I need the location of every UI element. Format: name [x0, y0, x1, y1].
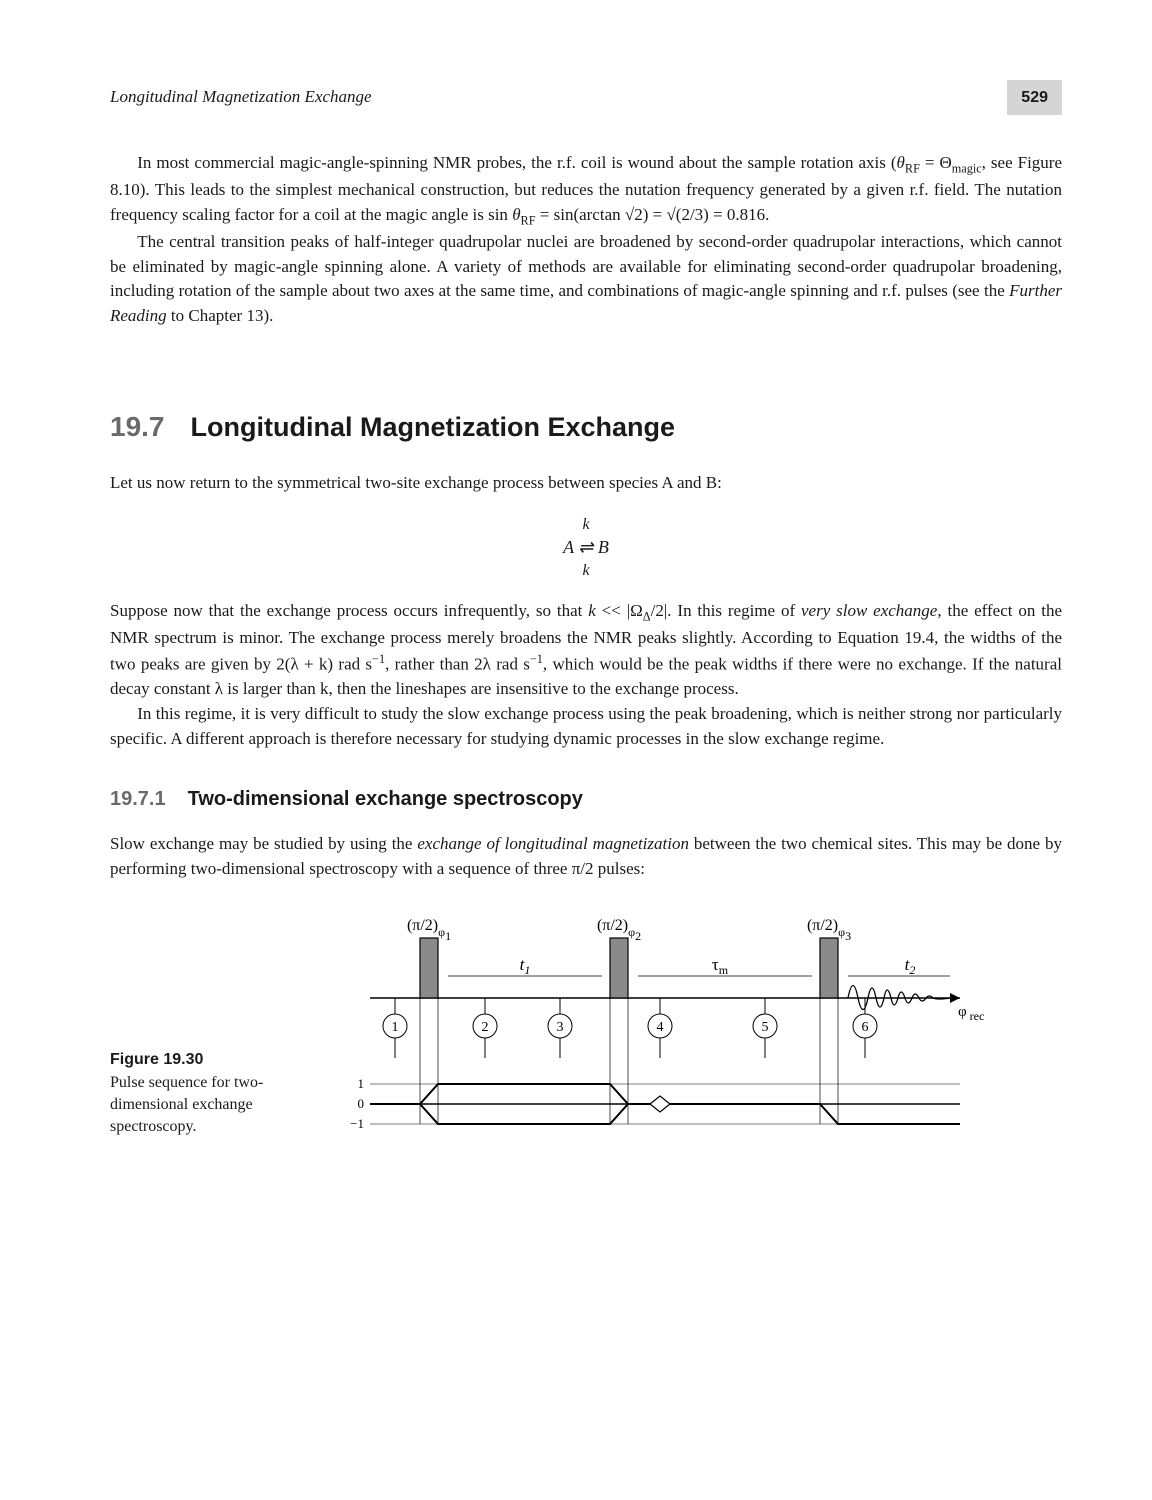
subsection-para-1: Slow exchange may be studied by using th…: [110, 832, 1062, 881]
sp1b: . In this regime of: [667, 601, 801, 620]
sp1a: Suppose now that the exchange process oc…: [110, 601, 588, 620]
svg-text:−1: −1: [350, 1116, 364, 1131]
eqn-mid: A ⇌ B: [110, 535, 1062, 559]
page-number: 529: [1007, 80, 1062, 115]
svg-text:t1: t1: [520, 955, 531, 977]
ss1a: Slow exchange may be studied by using th…: [110, 834, 417, 853]
exchange-equation: k A ⇌ B k: [110, 514, 1062, 581]
section-lead: Let us now return to the symmetrical two…: [110, 471, 1062, 496]
svg-text:3: 3: [557, 1020, 564, 1035]
intro-para-2: The central transition peaks of half-int…: [110, 230, 1062, 329]
svg-text:1: 1: [358, 1076, 365, 1091]
pulse-sequence-svg: (π/2)φ1 (π/2)φ2 (π/2)φ3 t1 τm t2 φ rec 1…: [350, 908, 990, 1138]
section-title: Longitudinal Magnetization Exchange: [191, 408, 676, 447]
eqn-k-top: k: [110, 514, 1062, 536]
figure-caption: Figure 19.30 Pulse sequence for two-dime…: [110, 1049, 320, 1145]
subsection-title: Two-dimensional exchange spectroscopy: [188, 785, 583, 814]
running-title: Longitudinal Magnetization Exchange: [110, 85, 372, 110]
running-head: Longitudinal Magnetization Exchange 529: [110, 80, 1062, 115]
figure-block: Figure 19.30 Pulse sequence for two-dime…: [110, 908, 1062, 1146]
svg-text:0: 0: [358, 1096, 365, 1111]
svg-text:4: 4: [657, 1020, 664, 1035]
svg-text:6: 6: [862, 1020, 869, 1035]
sp1c: very slow exchange: [801, 601, 937, 620]
svg-text:t2: t2: [905, 955, 916, 977]
figure-label: Figure 19.30: [110, 1049, 320, 1071]
section-para-2: In this regime, it is very difficult to …: [110, 702, 1062, 751]
svg-text:φ rec: φ rec: [958, 1004, 984, 1023]
subsection-heading: 19.7.1 Two-dimensional exchange spectros…: [110, 785, 1062, 814]
svg-text:1: 1: [392, 1020, 399, 1035]
pulse-sequence-diagram: (π/2)φ1 (π/2)φ2 (π/2)φ3 t1 τm t2 φ rec 1…: [350, 908, 1062, 1146]
ss1b: exchange of longitudinal magnetization: [417, 834, 689, 853]
section-number: 19.7: [110, 407, 165, 448]
section-heading: 19.7 Longitudinal Magnetization Exchange: [110, 407, 1062, 448]
svg-text:2: 2: [482, 1020, 489, 1035]
eqn-k-bot: k: [110, 560, 1062, 582]
sp1e: , rather than 2λ rad s: [385, 655, 530, 674]
section-para-1: Suppose now that the exchange process oc…: [110, 599, 1062, 702]
intro-para-1: In most commercial magic-angle-spinning …: [110, 151, 1062, 230]
subsection-number: 19.7.1: [110, 785, 166, 814]
svg-text:5: 5: [762, 1020, 769, 1035]
svg-text:τm: τm: [712, 955, 729, 977]
time-markers: 1 2 3 4 5 6: [383, 998, 877, 1058]
figure-caption-text: Pulse sequence for two-dimensional excha…: [110, 1074, 263, 1134]
page: Longitudinal Magnetization Exchange 529 …: [0, 0, 1152, 1205]
